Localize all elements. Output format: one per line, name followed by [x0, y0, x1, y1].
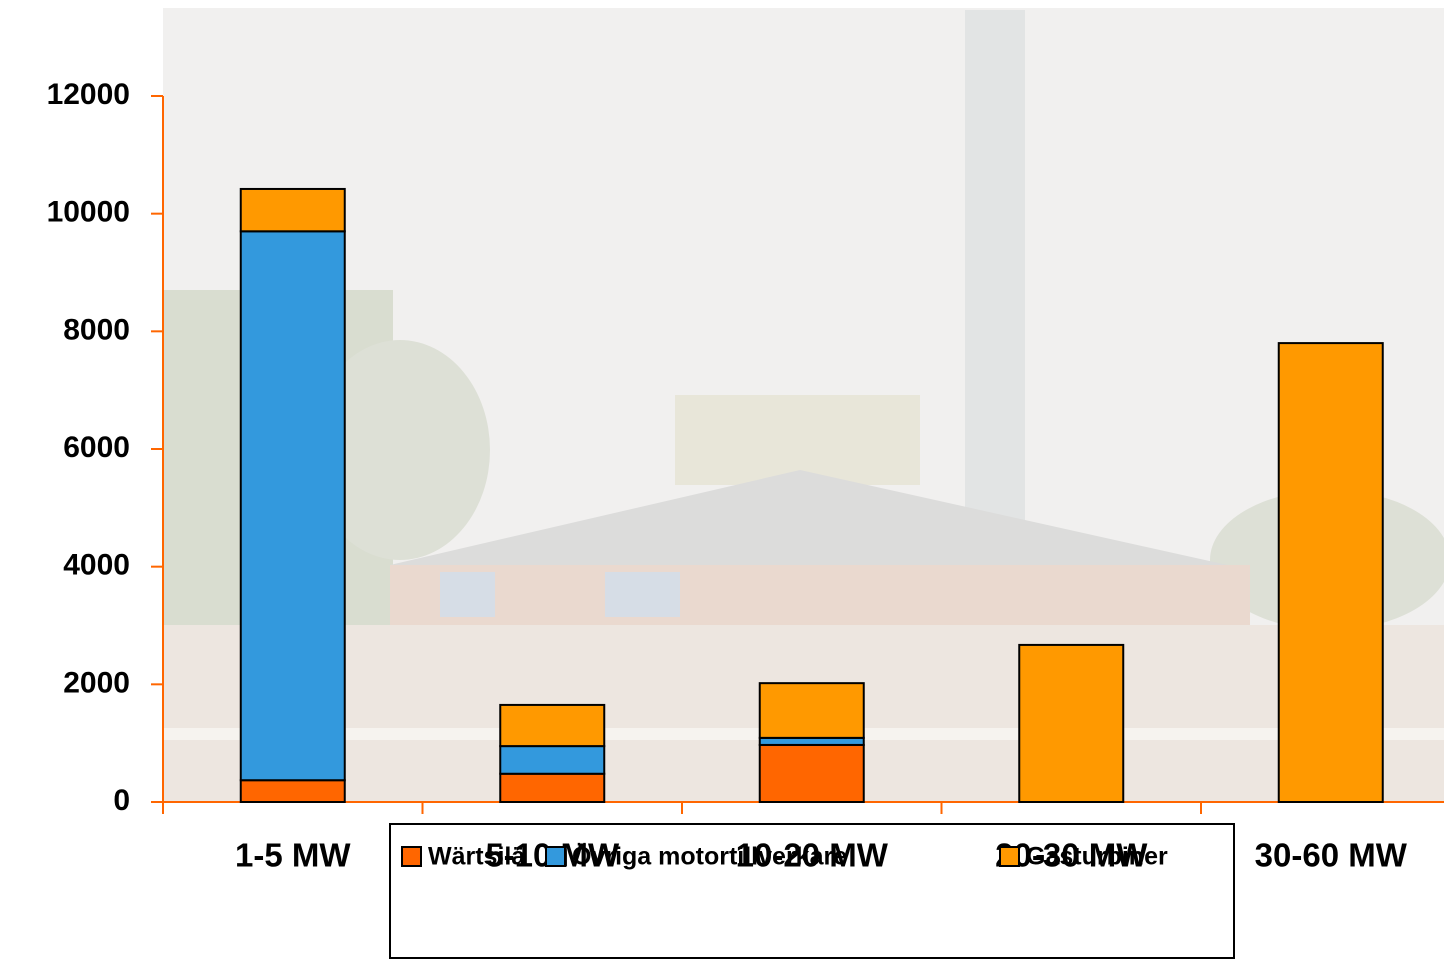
bar-segment: [1277, 342, 1384, 803]
legend-swatch: [545, 846, 566, 867]
y-tick-label: 2000: [63, 666, 130, 699]
legend-swatch: [999, 846, 1020, 867]
legend-label: Gasturbiner: [1026, 843, 1168, 871]
y-tick-label: 8000: [63, 313, 130, 346]
x-tick-label: 30-60 MW: [1255, 837, 1408, 874]
bar-segment: [499, 772, 606, 804]
bar-segment: [239, 187, 346, 233]
y-tick-label: 10000: [47, 196, 130, 229]
legend-label: Övriga motortillverkare: [572, 842, 847, 871]
y-tick-label: 0: [113, 784, 130, 817]
background-photo: [163, 8, 1444, 802]
legend-swatch: [401, 846, 422, 867]
y-tick-label: 6000: [63, 431, 130, 464]
bar-segment: [1018, 643, 1125, 803]
bar-segment: [758, 736, 865, 746]
bar-segment: [239, 779, 346, 804]
legend-box: [389, 823, 1235, 959]
x-tick-label: 1-5 MW: [235, 837, 351, 874]
bar-segment: [239, 230, 346, 782]
y-tick-label: 12000: [47, 78, 130, 111]
bar-segment: [499, 703, 606, 748]
x-tick-label: 10-20 MW: [736, 837, 889, 874]
bar-segment: [499, 745, 606, 775]
bar-segment: [758, 743, 865, 803]
legend-label: Wärtsilä: [428, 843, 525, 871]
y-tick-label: 4000: [63, 549, 130, 582]
bar-segment: [758, 682, 865, 739]
x-tick-label: 20-30 MW: [995, 837, 1148, 874]
